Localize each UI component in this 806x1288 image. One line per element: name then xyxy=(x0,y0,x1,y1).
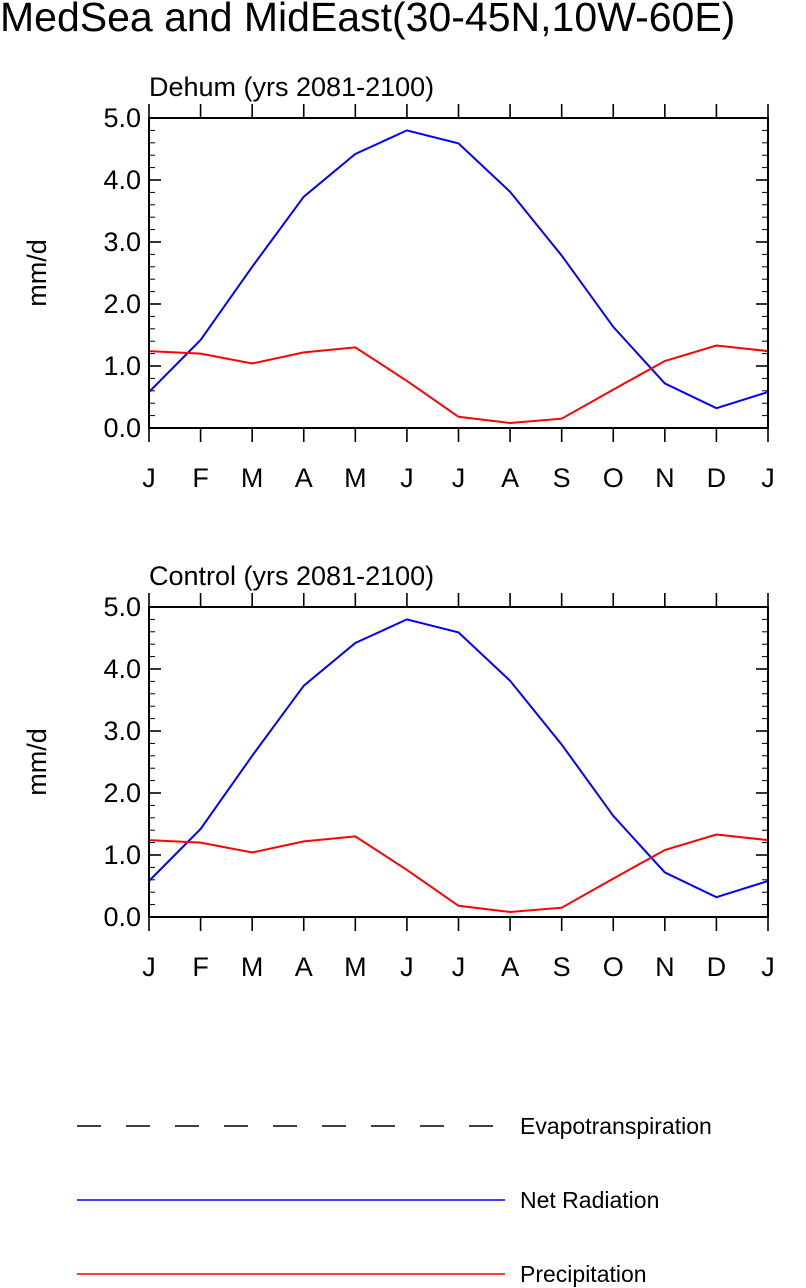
x-tick-label: M xyxy=(344,463,367,493)
y-tick-label: 3.0 xyxy=(103,227,141,257)
x-tick-label: A xyxy=(501,463,519,493)
chart-title: Control (yrs 2081-2100) xyxy=(149,561,434,591)
x-tick-label: J xyxy=(400,463,414,493)
x-tick-label: J xyxy=(452,952,466,982)
x-tick-label: M xyxy=(241,952,264,982)
page-title: MedSea and MidEast(30-45N,10W-60E) xyxy=(0,0,736,40)
x-tick-label: D xyxy=(707,463,727,493)
x-tick-label: M xyxy=(241,463,264,493)
x-tick-label: J xyxy=(761,463,775,493)
y-tick-label: 4.0 xyxy=(103,654,141,684)
y-tick-label: 1.0 xyxy=(103,840,141,870)
y-tick-label: 5.0 xyxy=(103,592,141,622)
series-line-net-radiation xyxy=(148,618,769,899)
x-tick-label: O xyxy=(603,463,624,493)
legend-label-precipitation: Precipitation xyxy=(520,1261,647,1287)
x-tick-label: A xyxy=(501,952,519,982)
y-tick-label: 2.0 xyxy=(103,289,141,319)
x-tick-label: J xyxy=(400,952,414,982)
legend-label-evapotranspiration: Evapotranspiration xyxy=(520,1113,712,1139)
x-tick-label: J xyxy=(142,463,156,493)
x-tick-label: J xyxy=(761,952,775,982)
y-tick-label: 5.0 xyxy=(103,103,141,133)
x-tick-label: A xyxy=(295,463,313,493)
plot-frame xyxy=(148,606,769,918)
plot-frame xyxy=(148,117,769,429)
x-tick-label: J xyxy=(452,463,466,493)
y-tick-label: 2.0 xyxy=(103,778,141,808)
chart-panel-2: Control (yrs 2081-2100) mm/d 0.0 1.0 2.0 3.0 4… xyxy=(22,561,775,982)
y-tick-label: 1.0 xyxy=(103,351,141,381)
legend-label-net-radiation: Net Radiation xyxy=(520,1187,659,1213)
legend: Evapotranspiration Net Radiation Precipita… xyxy=(77,1113,712,1287)
x-tick-label: S xyxy=(553,463,571,493)
x-tick-label: M xyxy=(344,952,367,982)
y-tick-label: 3.0 xyxy=(103,716,141,746)
y-tick-label: 0.0 xyxy=(103,413,141,443)
x-tick-label: D xyxy=(707,952,727,982)
y-tick-label: 4.0 xyxy=(103,165,141,195)
y-axis-label: mm/d xyxy=(22,239,52,307)
x-tick-label: O xyxy=(603,952,624,982)
x-tick-label: N xyxy=(655,952,675,982)
x-tick-label: A xyxy=(295,952,313,982)
chart-title: Dehum (yrs 2081-2100) xyxy=(149,72,434,102)
x-tick-label: S xyxy=(553,952,571,982)
y-tick-label: 0.0 xyxy=(103,902,141,932)
series-line-precipitation xyxy=(148,344,769,425)
x-tick-label: J xyxy=(142,952,156,982)
x-tick-label: N xyxy=(655,463,675,493)
x-tick-label: F xyxy=(192,463,209,493)
x-tick-label: F xyxy=(192,952,209,982)
y-axis-label: mm/d xyxy=(22,728,52,796)
series-line-net-radiation xyxy=(148,129,769,410)
series-line-precipitation xyxy=(148,833,769,914)
chart-panel-1: Dehum (yrs 2081-2100) mm/d 0.0 1.0 2.0 3.0 4.0… xyxy=(22,72,775,493)
